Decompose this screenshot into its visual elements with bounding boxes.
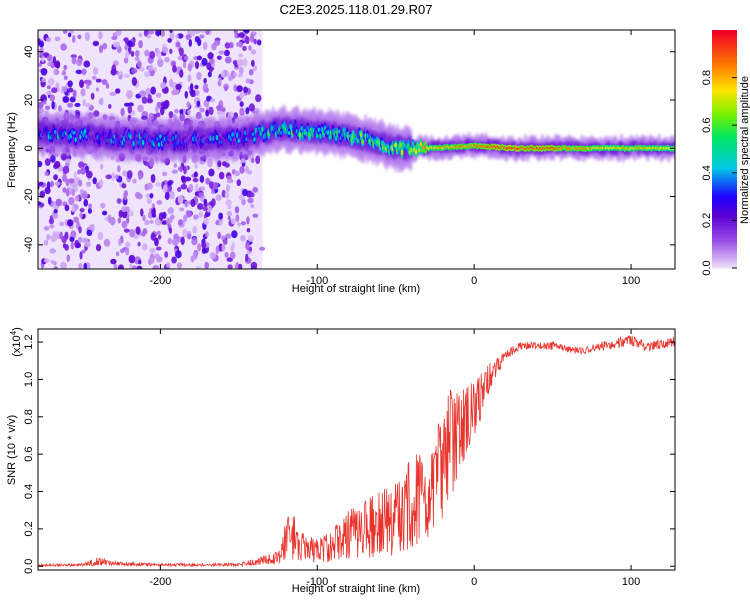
snr-y-multiplier-base: (x10 [11,335,23,356]
x-tick-label: 0 [471,275,477,287]
snr-frame [37,328,676,571]
snr-x-label: Height of straight line (km) [292,583,420,595]
y-tick-label: 0.8 [23,409,35,424]
y-tick-label: 20 [23,94,35,106]
x-tick-label: 100 [622,275,640,287]
y-tick-label: 1.0 [23,372,35,387]
colorbar: 0.0 0.2 0.4 0.6 0.8 Normalized spectral ampl… [701,30,750,276]
colorbar-tick-label: 0.6 [701,118,713,133]
ridge-core [38,119,675,159]
x-tick-label: -200 [149,576,171,588]
y-tick-label: 40 [23,46,35,58]
snr-series-line [38,335,675,568]
spectrogram-frame [37,29,676,270]
y-tick-label: 0.6 [23,447,35,462]
y-tick-label: 1.2 [23,334,35,349]
spectrogram-y-label: Frequency (Hz) [6,112,18,188]
snr-y-multiplier-close: ) [11,327,23,331]
y-tick-label: 0.2 [23,521,35,536]
spectrogram-x-label: Height of straight line (km) [292,283,420,295]
spectrogram-image [38,30,675,269]
colorbar-gradient [712,30,737,269]
spectrogram-y-ticks: -40 -20 0 20 40 [23,46,675,253]
x-tick-label: -100 [306,275,328,287]
snr-y-label: SNR (10 * v/v) [6,415,18,485]
spectrogram-x-ticks: -200 -100 0 100 [149,30,640,287]
colorbar-tick-label: 0.4 [701,165,713,180]
colorbar-tick-label: 0.8 [701,70,713,85]
y-tick-label: -40 [23,237,35,253]
y-tick-label: 0.4 [23,484,35,499]
snr-y-multiplier-exponent: 4 [9,330,18,335]
y-tick-label: 0.0 [23,559,35,574]
x-tick-label: -200 [149,275,171,287]
x-tick-label: -100 [306,576,328,588]
y-tick-label: 0 [23,145,35,151]
x-tick-label: 100 [622,576,640,588]
x-tick-label: 0 [471,576,477,588]
colorbar-tick-label: 0.0 [701,260,713,275]
y-tick-label: -20 [23,189,35,205]
colorbar-tick-label: 0.2 [701,213,713,228]
colorbar-label: Normalized spectral amplitude [739,76,750,224]
snr-x-ticks: -200 -100 0 100 [149,329,640,588]
chart-title: C2E3.2025.118.01.29.R07 [280,2,433,17]
snr-y-multiplier: (x104) [9,327,23,357]
snr-y-ticks: 0.0 0.2 0.4 0.6 0.8 1.0 1.2 [23,334,675,574]
colorbar-ticks: 0.0 0.2 0.4 0.6 0.8 [701,70,737,276]
snr-panel: -200 -100 0 100 0.0 0.2 0.4 0.6 0.8 1.0 1.2 Heigh… [6,327,676,595]
